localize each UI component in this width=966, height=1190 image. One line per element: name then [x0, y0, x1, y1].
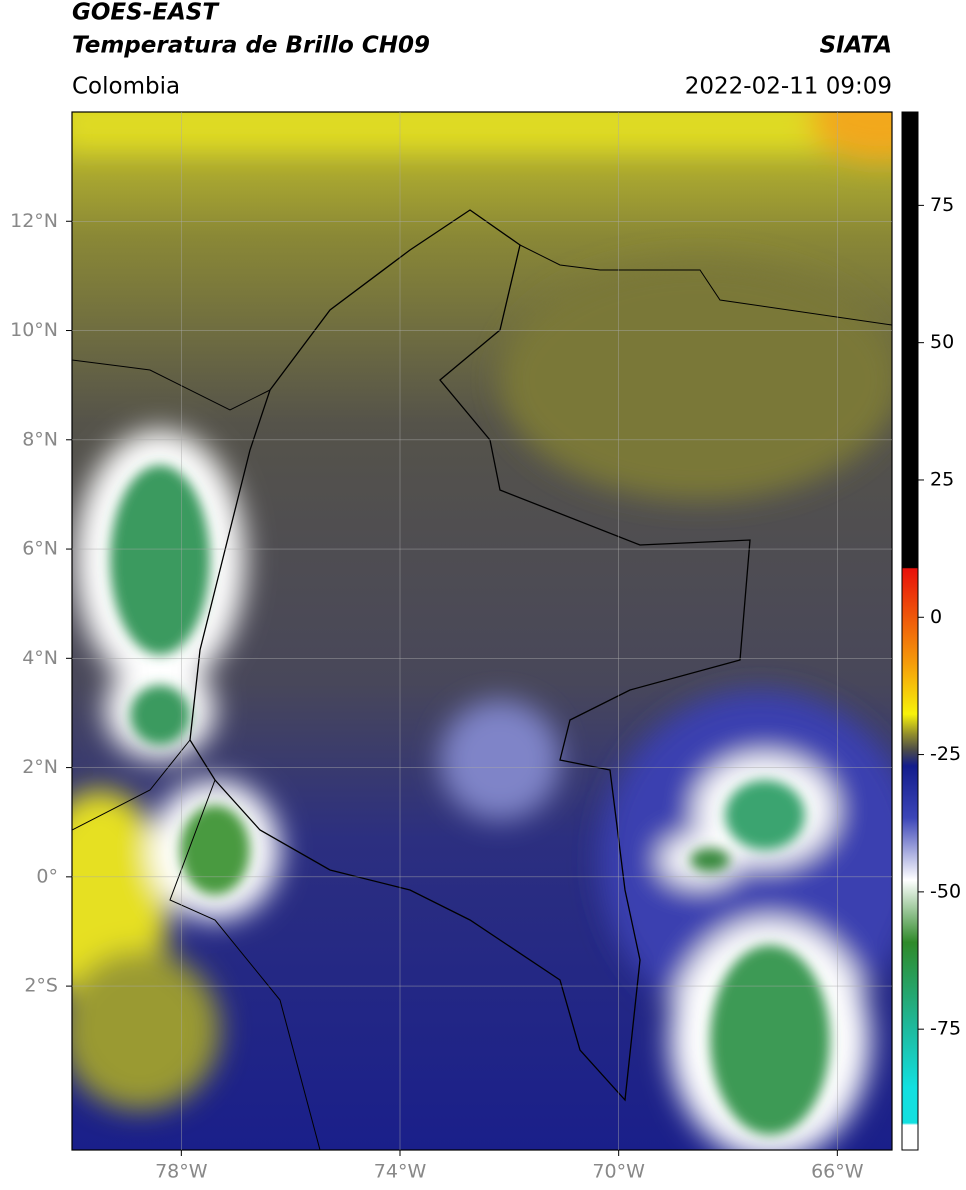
- colorbar-tick-label: 50: [930, 331, 954, 353]
- colorbar-tick-label: -75: [930, 1018, 961, 1040]
- satellite-image: [72, 112, 892, 1150]
- colorbar: [901, 111, 919, 1151]
- agency: SIATA: [820, 33, 892, 59]
- region: Colombia: [72, 74, 180, 100]
- colorbar-tick-label: 0: [930, 606, 942, 628]
- map-frame: [71, 111, 893, 1151]
- lat-tick-label: 10°N: [10, 319, 58, 341]
- datetime: 2022-02-11 09:09: [685, 74, 892, 100]
- lat-tick-label: 4°N: [22, 647, 58, 669]
- lat-tick-label: 2°N: [22, 756, 58, 778]
- lon-tick-label: 74°W: [374, 1161, 427, 1183]
- lat-tick-label: 0°: [36, 865, 58, 887]
- lat-tick-label: 6°N: [22, 538, 58, 560]
- colorbar-tick-label: 25: [930, 468, 954, 490]
- lon-tick-label: 78°W: [155, 1161, 208, 1183]
- lat-tick-label: 8°N: [22, 428, 58, 450]
- lon-tick-label: 70°W: [592, 1161, 645, 1183]
- lat-tick-label: 2°S: [24, 975, 58, 997]
- satellite: GOES-EAST: [72, 0, 220, 26]
- colorbar-tick-label: 75: [930, 194, 954, 216]
- lon-tick-label: 66°W: [811, 1161, 864, 1183]
- colorbar-tick-label: -25: [930, 743, 961, 765]
- colorbar-tick-label: -50: [930, 880, 961, 902]
- lat-tick-label: 12°N: [10, 210, 58, 232]
- product: Temperatura de Brillo CH09: [72, 33, 430, 59]
